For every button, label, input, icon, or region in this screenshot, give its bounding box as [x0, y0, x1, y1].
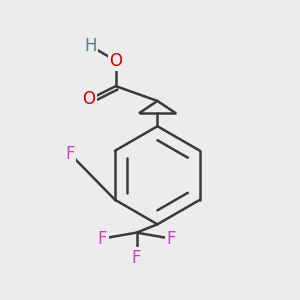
- Text: F: F: [65, 145, 74, 163]
- Text: H: H: [84, 37, 97, 55]
- Text: F: F: [166, 230, 176, 247]
- Text: F: F: [98, 230, 107, 247]
- Text: O: O: [82, 91, 96, 109]
- Text: F: F: [132, 249, 141, 267]
- Text: O: O: [109, 52, 122, 70]
